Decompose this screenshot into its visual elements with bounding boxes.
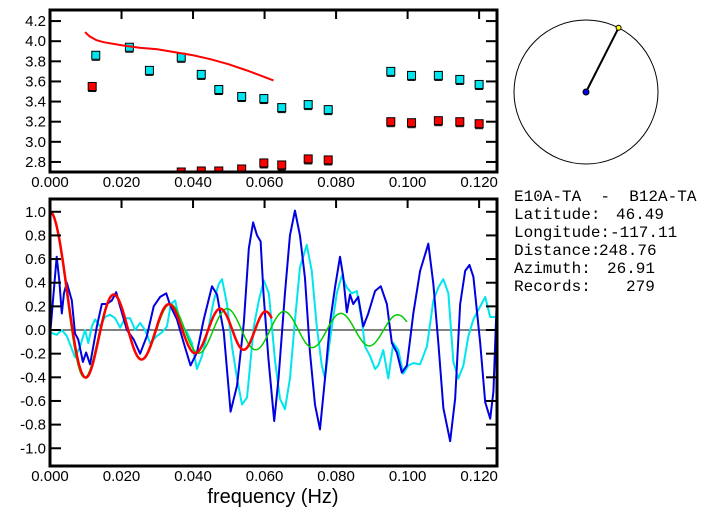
y-tick-label: 0.8 bbox=[25, 227, 46, 244]
azimuth-line bbox=[585, 27, 620, 93]
y-tick-label: -0.2 bbox=[20, 346, 46, 363]
red-bessel-model bbox=[50, 210, 273, 379]
distance-value: 248.76 bbox=[599, 242, 657, 260]
x-tick-label: 0.040 bbox=[174, 174, 212, 191]
longitude-label: Longitude: bbox=[514, 224, 610, 242]
distance-label: Distance: bbox=[514, 242, 600, 260]
x-tick-label: 0.120 bbox=[460, 174, 498, 191]
x-tick-label: 0.040 bbox=[174, 468, 212, 485]
red-data-point bbox=[259, 158, 269, 168]
red-data-point bbox=[237, 164, 247, 172]
y-tick-label: 3.2 bbox=[25, 114, 46, 131]
plot-area bbox=[84, 31, 484, 172]
green-bessel-model bbox=[50, 211, 408, 379]
y-tick-label: -0.4 bbox=[20, 369, 46, 386]
cyan-data-point bbox=[277, 103, 287, 113]
y-tick-label: 4.2 bbox=[25, 13, 46, 30]
x-tick-label: 0.100 bbox=[389, 468, 427, 485]
dispersion-curve bbox=[84, 31, 274, 82]
red-data-point bbox=[303, 154, 313, 164]
cyan-data-point bbox=[407, 70, 417, 80]
y-tick-label: 4.0 bbox=[25, 33, 46, 50]
x-tick-label: 0.020 bbox=[103, 174, 141, 191]
y-tick-label: -1.0 bbox=[20, 440, 46, 457]
x-tick-label: 0.080 bbox=[317, 468, 355, 485]
longitude-value: -117.11 bbox=[610, 224, 677, 242]
x-axis-label: frequency (Hz) bbox=[207, 486, 338, 508]
cyan-coherence-line bbox=[50, 243, 496, 411]
coherence-plot: 0.000 0.020 0.040 0.060 0.080 0.100 0.120 -1.0 -… bbox=[20, 197, 499, 485]
cyan-data-point bbox=[259, 94, 269, 104]
x-tick-label: 0.120 bbox=[460, 468, 498, 485]
red-data-point bbox=[433, 116, 443, 126]
records-value: 279 bbox=[626, 278, 655, 296]
cyan-data-point bbox=[214, 84, 224, 94]
y-tick-label: 3.8 bbox=[25, 53, 46, 70]
red-data-point bbox=[323, 155, 333, 165]
azimuth-label: Azimuth: bbox=[514, 260, 591, 278]
cyan-data-point bbox=[433, 70, 443, 80]
latitude-value: 46.49 bbox=[616, 206, 664, 224]
y-tick-label: 2.8 bbox=[25, 154, 46, 171]
plot-area bbox=[50, 209, 497, 443]
azimuth-value: 26.91 bbox=[607, 260, 655, 278]
y-tick-label: 0.2 bbox=[25, 298, 46, 315]
y-tick-label: 0.4 bbox=[25, 275, 46, 292]
velocity-plot: 0.000 0.020 0.040 0.060 0.080 0.100 0.120 2.8 3.… bbox=[25, 8, 499, 191]
cyan-data-point bbox=[303, 100, 313, 110]
plot-frame bbox=[48, 197, 499, 468]
y-tick-label: -0.8 bbox=[20, 417, 46, 434]
red-data-point bbox=[474, 119, 484, 129]
x-tick-label: 0.080 bbox=[317, 174, 355, 191]
station-pair-title: E10A-TA - B12A-TA bbox=[514, 188, 697, 206]
y-tick-label: 3.6 bbox=[25, 73, 46, 90]
red-data-point bbox=[407, 118, 417, 128]
red-data-point bbox=[455, 117, 465, 127]
azimuth-marker bbox=[615, 24, 622, 31]
y-tick-label: 0.6 bbox=[25, 251, 46, 268]
cyan-data-point bbox=[386, 66, 396, 76]
compass-circle bbox=[513, 19, 659, 165]
x-tick-label: 0.000 bbox=[31, 174, 69, 191]
red-data-point bbox=[277, 160, 287, 170]
red-data-point bbox=[87, 81, 97, 91]
x-tick-label: 0.060 bbox=[246, 174, 284, 191]
y-tick-label: 1.0 bbox=[25, 204, 46, 221]
cyan-data-point bbox=[91, 50, 101, 60]
red-data-point bbox=[386, 117, 396, 127]
y-tick-label: 0.0 bbox=[25, 322, 46, 339]
records-label: Records: bbox=[514, 278, 591, 296]
x-tick-label: 0.100 bbox=[389, 174, 427, 191]
azimuth-compass bbox=[513, 19, 659, 165]
station-info: E10A-TA - B12A-TA Latitude: 46.49 Longit… bbox=[514, 188, 697, 296]
x-tick-label: 0.060 bbox=[246, 468, 284, 485]
station-marker bbox=[582, 88, 590, 96]
y-tick-label: 3.4 bbox=[25, 94, 46, 111]
cyan-data-point bbox=[196, 69, 206, 79]
x-tick-label: 0.020 bbox=[103, 468, 141, 485]
cyan-data-point bbox=[144, 65, 154, 75]
blue-coherence-line bbox=[50, 209, 497, 443]
y-tick-label: -0.6 bbox=[20, 393, 46, 410]
x-tick-label: 0.000 bbox=[31, 468, 69, 485]
cyan-data-point bbox=[237, 92, 247, 102]
cyan-data-point bbox=[474, 79, 484, 89]
cyan-data-point bbox=[323, 105, 333, 115]
red-data-point bbox=[176, 167, 186, 172]
cyan-data-point bbox=[455, 74, 465, 84]
latitude-label: Latitude: bbox=[514, 206, 600, 224]
y-tick-label: 3.0 bbox=[25, 134, 46, 151]
plot-frame bbox=[48, 8, 499, 174]
